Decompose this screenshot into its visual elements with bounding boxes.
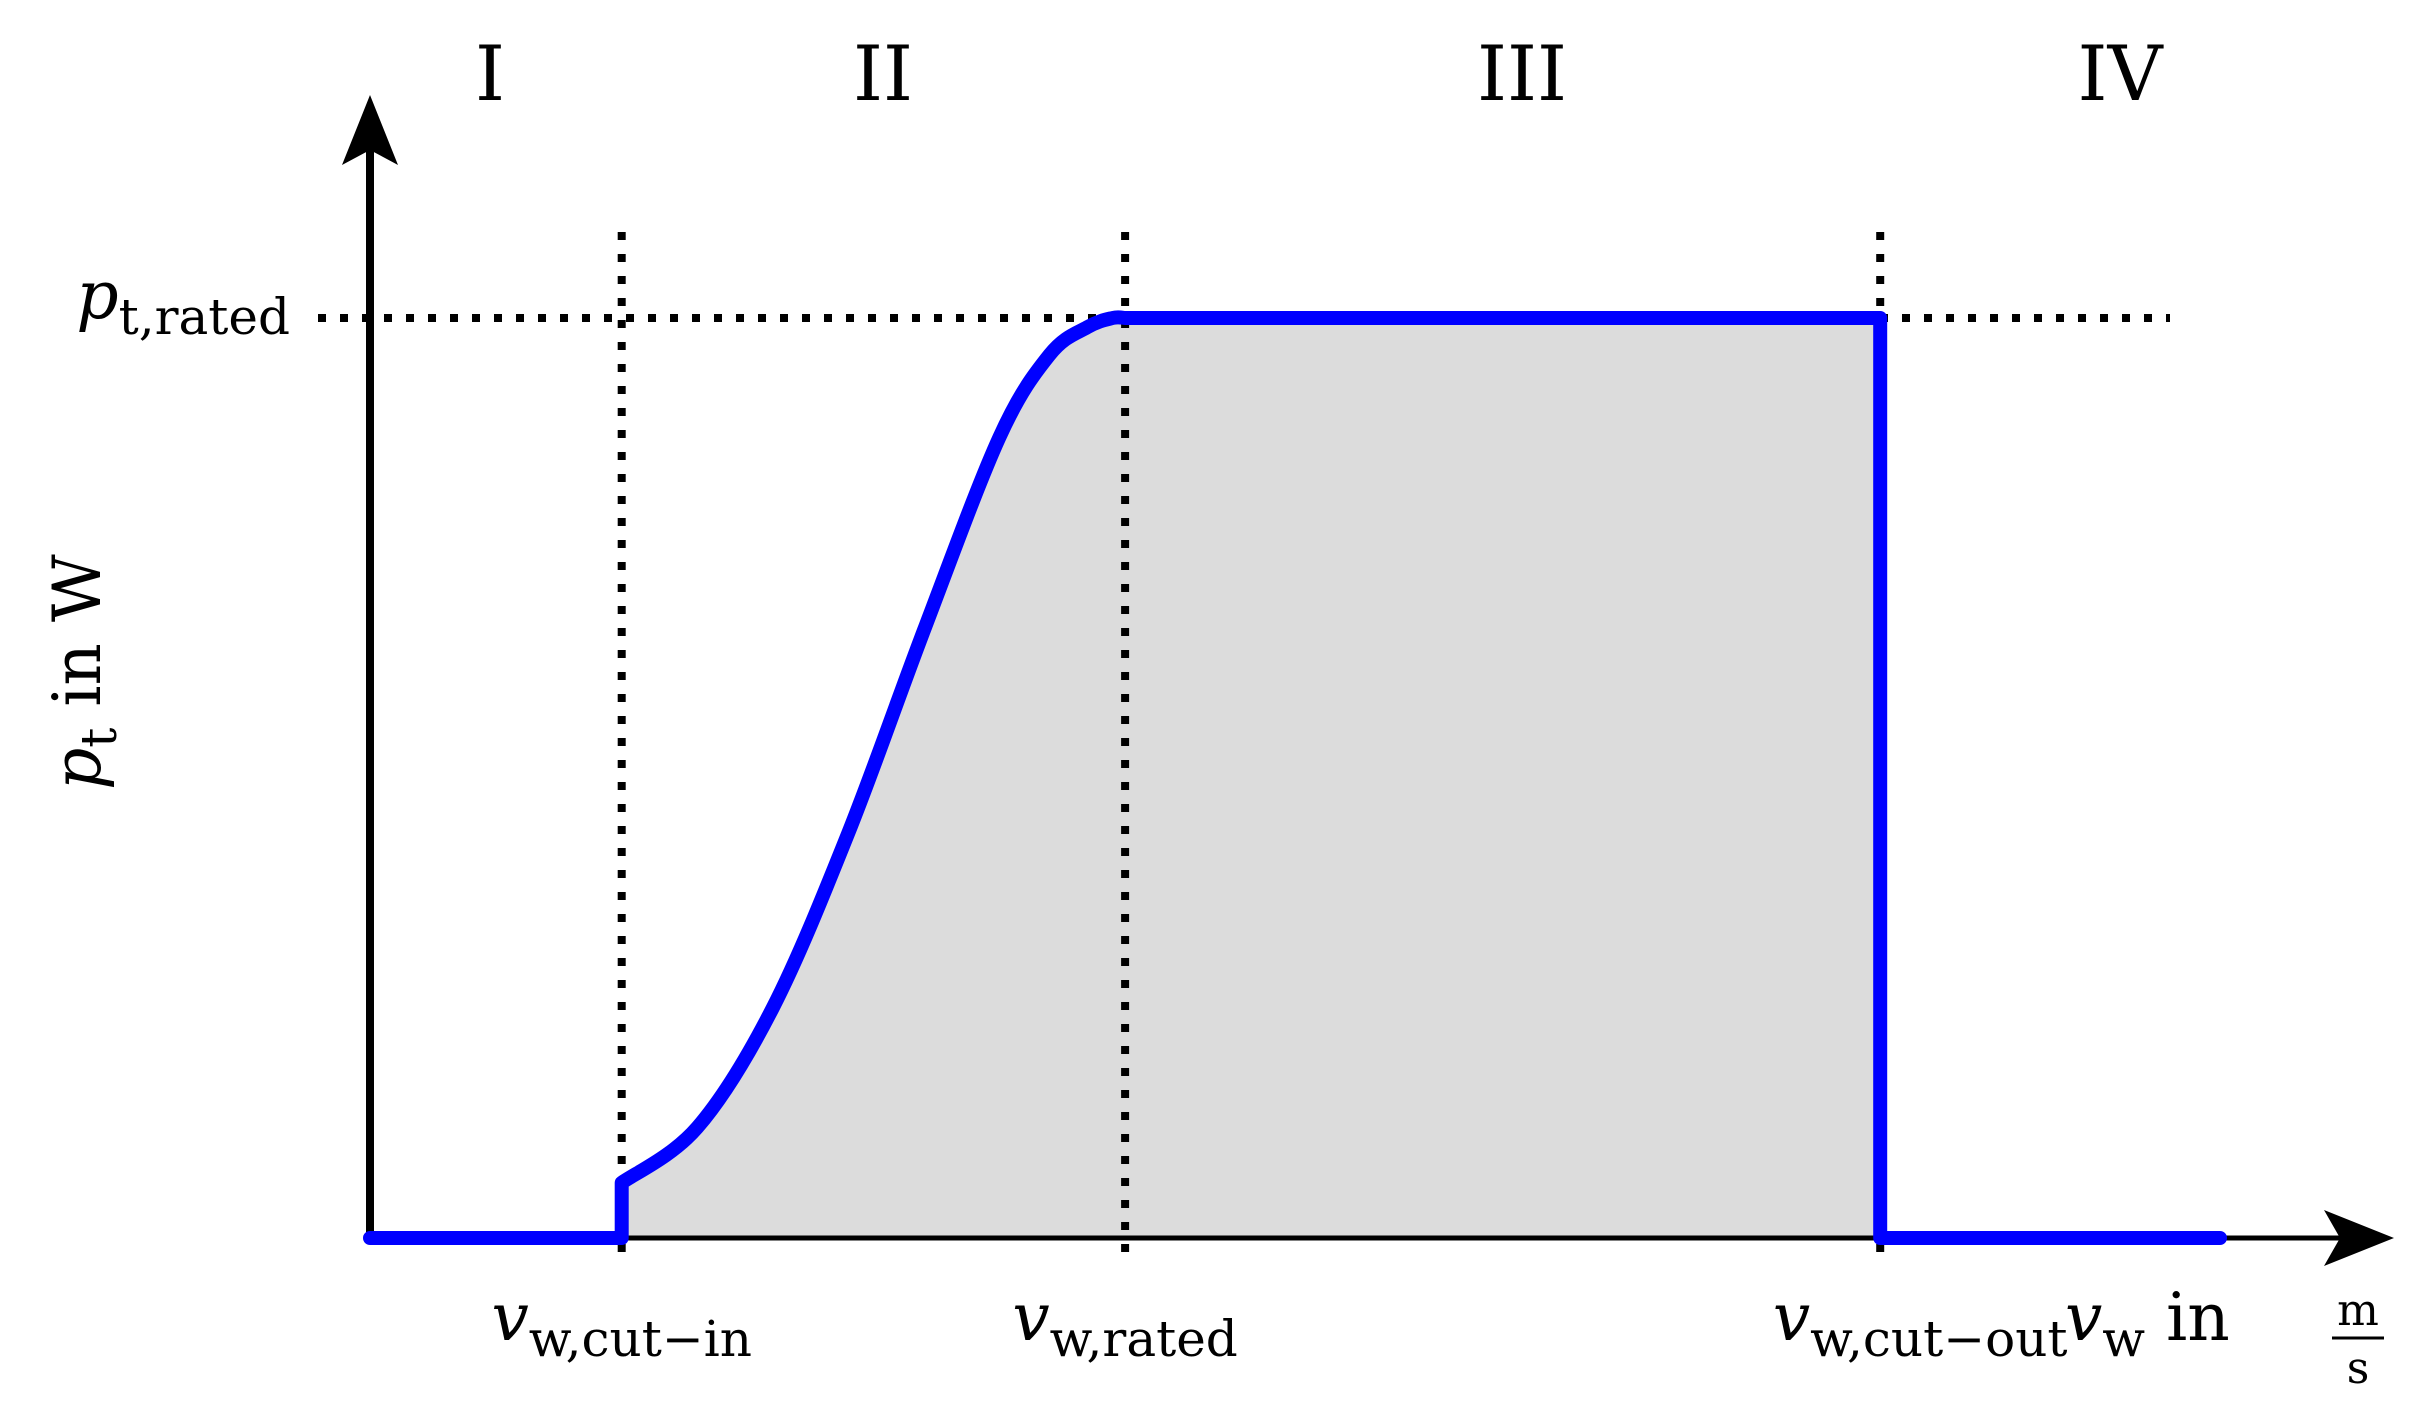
curve-layer	[363, 310, 2227, 1245]
region-label-1: I	[475, 29, 505, 118]
area-fill-layer	[621, 317, 1881, 1239]
region-label-4: IV	[2078, 29, 2164, 118]
region-label-2: II	[853, 29, 913, 118]
x-tick-label: vw,cut−in	[491, 1279, 751, 1368]
operating-area-fill	[621, 317, 1881, 1239]
x-axis-label: vw in	[2065, 1279, 2251, 1368]
y-tick-label: pt,rated	[76, 257, 290, 346]
power-curve-line	[363, 310, 2227, 1245]
x-axis-arrowhead	[2324, 1210, 2394, 1266]
x-unit-numerator: m	[2337, 1285, 2379, 1336]
x-unit-denominator: s	[2347, 1343, 2370, 1394]
x-tick-label: vw,cut−out	[1773, 1279, 2068, 1368]
y-axis-arrowhead	[342, 95, 398, 165]
x-tick-label: vw,rated	[1012, 1279, 1237, 1368]
y-axis-label: pt in W	[39, 554, 128, 790]
region-label-3: III	[1477, 29, 1567, 118]
